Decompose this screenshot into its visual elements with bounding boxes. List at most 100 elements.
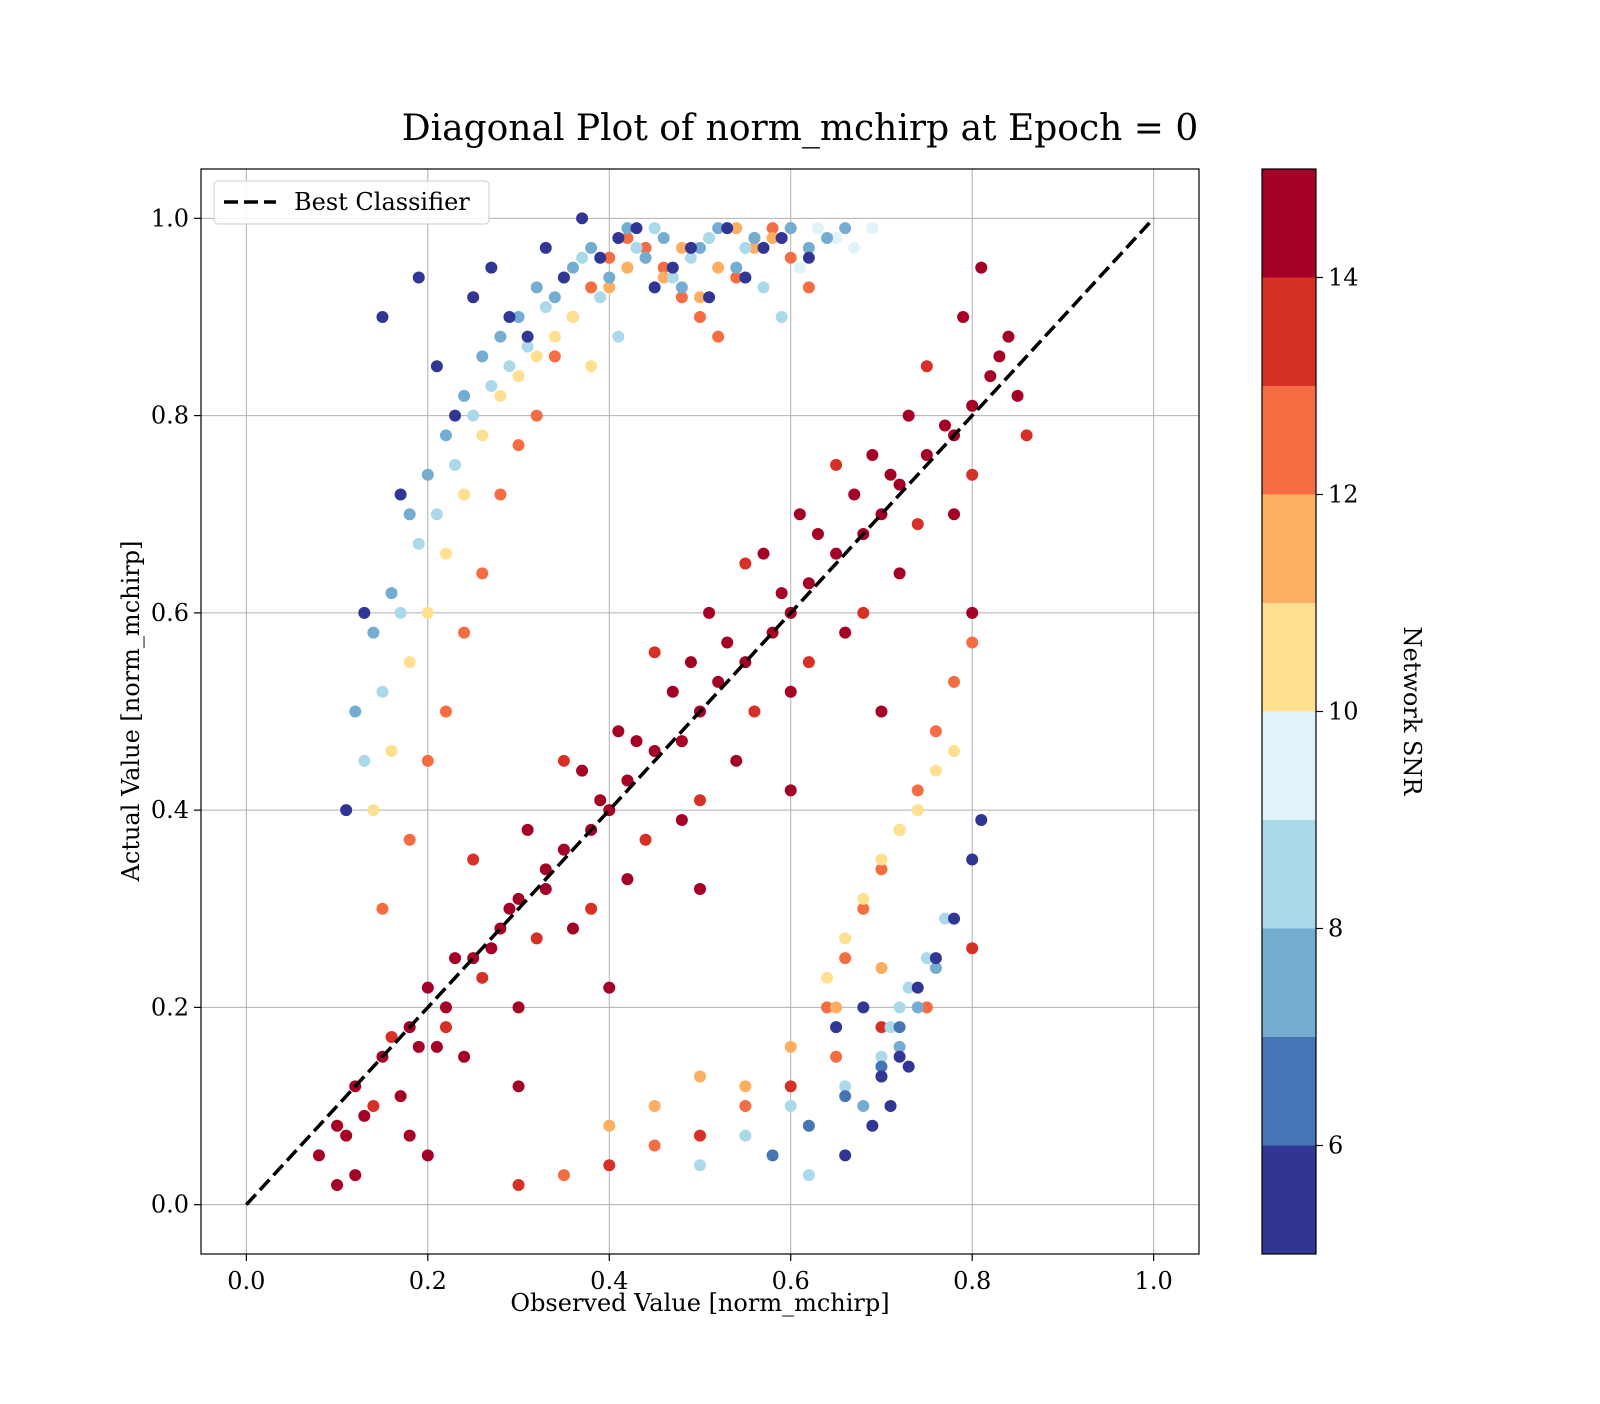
scatter-point — [857, 902, 870, 915]
colorbar-bin — [1262, 928, 1316, 1037]
scatter-point — [512, 892, 525, 905]
scatter-point — [675, 291, 688, 304]
scatter-point — [684, 656, 697, 669]
scatter-point — [358, 1109, 371, 1122]
scatter-point — [784, 222, 797, 235]
scatter-point — [585, 241, 598, 254]
scatter-point — [349, 1169, 362, 1182]
scatter-point — [548, 350, 561, 363]
scatter-point — [449, 458, 462, 471]
scatter-point — [530, 350, 543, 363]
scatter-point — [893, 823, 906, 836]
scatter-point — [748, 241, 761, 254]
x-tick-label: 0.8 — [953, 1267, 991, 1295]
scatter-point — [630, 735, 643, 748]
scatter-point — [485, 380, 498, 392]
scatter-points — [312, 212, 1033, 1191]
scatter-point — [639, 251, 652, 264]
scatter-point — [975, 814, 988, 826]
scatter-point — [430, 1040, 443, 1053]
scatter-point — [966, 468, 979, 481]
scatter-point — [485, 261, 498, 274]
grid-lines — [201, 169, 1199, 1254]
scatter-point — [576, 764, 589, 777]
scatter-point — [394, 606, 407, 619]
scatter-point — [340, 804, 353, 817]
scatter-point — [376, 310, 389, 323]
scatter-point — [684, 251, 697, 264]
scatter-point — [603, 251, 616, 264]
scatter-point — [394, 1090, 407, 1103]
scatter-point — [948, 675, 961, 688]
scatter-point — [521, 340, 534, 353]
scatter-point — [811, 222, 824, 235]
scatter-point — [739, 241, 752, 254]
scatter-point — [675, 814, 688, 826]
scatter-point — [358, 606, 371, 619]
colorbar — [1262, 169, 1316, 1254]
scatter-point — [866, 222, 879, 235]
x-tick-label: 0.2 — [409, 1267, 447, 1295]
scatter-point — [857, 606, 870, 619]
scatter-point — [412, 271, 425, 284]
scatter-point — [694, 883, 706, 896]
scatter-point — [703, 606, 716, 619]
scatter-point — [512, 1080, 525, 1093]
colorbar-bin — [1262, 169, 1316, 278]
scatter-point — [576, 251, 589, 264]
scatter-point — [539, 883, 552, 896]
scatter-point — [893, 1001, 906, 1014]
scatter-point — [703, 291, 716, 304]
scatter-point — [512, 310, 525, 323]
scatter-point — [730, 222, 743, 235]
scatter-point — [657, 232, 670, 245]
colorbar-bin — [1262, 603, 1316, 712]
scatter-point — [349, 705, 362, 718]
scatter-point — [938, 912, 951, 925]
scatter-point — [721, 636, 734, 649]
scatter-point — [512, 1178, 525, 1191]
scatter-point — [467, 853, 480, 866]
x-tick-label: 1.0 — [1135, 1267, 1173, 1295]
scatter-point — [784, 685, 797, 698]
scatter-point — [875, 1021, 888, 1034]
scatter-point — [757, 241, 770, 254]
x-tick-label: 0.6 — [772, 1267, 810, 1295]
scatter-point — [966, 942, 979, 955]
scatter-point — [902, 409, 915, 422]
scatter-point — [548, 291, 561, 304]
scatter-point — [884, 468, 897, 481]
scatter-point — [376, 685, 389, 698]
legend[interactable]: Best Classifier — [213, 180, 490, 225]
scatter-point — [476, 350, 489, 363]
scatter-point — [694, 794, 706, 807]
scatter-point — [730, 271, 743, 284]
scatter-point — [775, 587, 788, 600]
scatter-point — [557, 754, 570, 767]
colorbar-tick-label: 8 — [1328, 915, 1343, 943]
scatter-point — [548, 330, 561, 343]
y-tick-label: 0.4 — [151, 796, 189, 824]
scatter-point — [503, 902, 516, 915]
scatter-point — [449, 952, 462, 965]
scatter-point — [902, 1060, 915, 1073]
scatter-point — [712, 261, 725, 274]
colorbar-ticks: 6 8 10 12 14 — [1316, 264, 1359, 1160]
scatter-point — [367, 1100, 380, 1113]
scatter-point — [403, 656, 416, 669]
scatter-point — [403, 1129, 416, 1142]
scatter-point — [811, 527, 824, 540]
scatter-point — [948, 508, 961, 521]
scatter-point — [421, 1149, 434, 1162]
scatter-point — [830, 1001, 843, 1014]
y-tick-label: 0.8 — [151, 402, 189, 430]
scatter-point — [802, 1169, 815, 1182]
scatter-point — [675, 281, 688, 294]
scatter-point — [984, 370, 997, 383]
scatter-point — [821, 232, 834, 245]
scatter-point — [694, 1159, 706, 1172]
y-tick-label: 1.0 — [151, 204, 189, 232]
scatter-point — [712, 675, 725, 688]
scatter-point — [884, 1021, 897, 1034]
